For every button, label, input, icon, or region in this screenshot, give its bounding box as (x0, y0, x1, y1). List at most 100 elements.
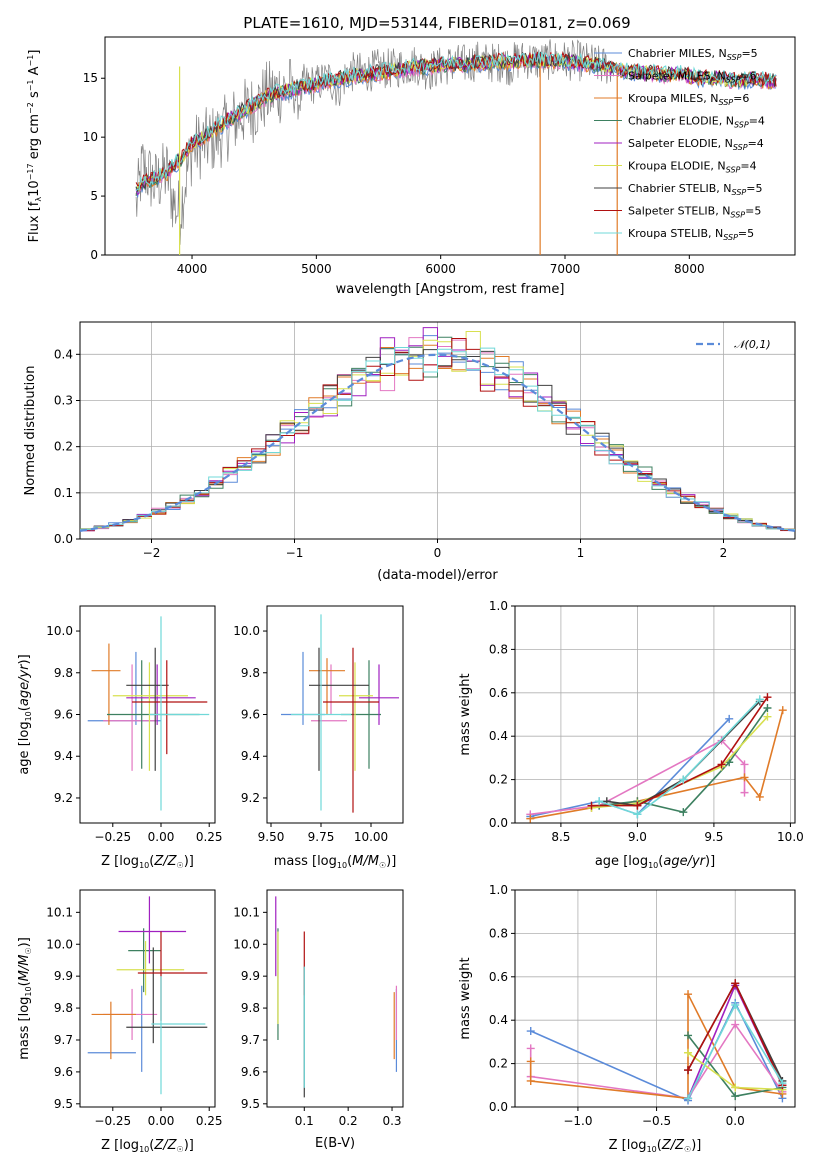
histogram-panel: −2 −1 0 1 2 0.0 0.1 0.2 0.3 0.4 𝒩(0,1) (data-model)… (23, 321, 796, 583)
y-tick-label: 0.2 (54, 440, 73, 454)
weight-marker (633, 801, 642, 810)
subscript: 10 (139, 861, 149, 870)
x-tick-label: −0.25 (94, 1114, 131, 1128)
label-part: )] (705, 854, 715, 869)
plot-frame (79, 889, 216, 1108)
subscript: ☉ (177, 1145, 184, 1154)
weight-marker (740, 773, 749, 782)
x-tick-label: 7000 (550, 262, 581, 276)
label-part: A (27, 66, 42, 79)
weight-marker (731, 1083, 740, 1092)
x-tick-label: 5000 (301, 262, 332, 276)
label-part: M/M (352, 854, 379, 869)
legend-label: Chabrier MILES, NSSP=5 (628, 47, 758, 62)
label-part: age/yr (663, 854, 706, 869)
x-axis-label: age [log10(age/yr)] (595, 854, 715, 870)
y-tick-label: 5 (90, 189, 98, 203)
x-axis-label: (data-model)/error (377, 568, 498, 583)
weight-marker (755, 695, 764, 704)
y-tick-label: 0 (90, 248, 98, 262)
y-tick-label: 9.6 (241, 1065, 260, 1079)
label-part: Chabrier STELIB, N (628, 182, 732, 195)
label-part: )] (17, 937, 32, 947)
weight-marker (731, 1092, 740, 1101)
y-tick-label: 9.6 (54, 1065, 73, 1079)
spectrum-panel: 4000 5000 6000 7000 8000 0 5 10 15 wavelength [An… (26, 36, 796, 297)
errorbar-plot-area (87, 896, 208, 1095)
label-part: ( (347, 854, 352, 869)
y-tick-label: 10.0 (233, 937, 260, 951)
label-part: ( (17, 706, 32, 711)
x-tick-label: 0.25 (196, 1114, 223, 1128)
x-tick-label: 0.00 (148, 830, 175, 844)
mass-vs-Z-panel: −0.25 0.00 0.25 9.5 9.6 9.7 9.8 9.9 10.0 10.1 Z [l… (17, 889, 223, 1154)
subscript: ☉ (24, 947, 33, 954)
subscript: SSP (718, 98, 733, 107)
label-part: Chabrier ELODIE, N (628, 115, 734, 128)
y-tick-label: 9.6 (54, 708, 73, 722)
label-part: )] (17, 654, 32, 664)
legend-label: Chabrier STELIB, NSSP=5 (628, 182, 762, 197)
label-part: )] (184, 854, 194, 869)
weight-marker (763, 693, 772, 702)
plot-frame (266, 889, 404, 1108)
weight-marker (679, 808, 688, 817)
x-tick-label: −1 (286, 546, 304, 560)
label-part: Z [log (101, 854, 139, 869)
weight-marker (763, 703, 772, 712)
weight-marker (684, 1031, 693, 1040)
y-tick-label: 10.1 (46, 905, 73, 919)
label-part: mass [log (274, 854, 337, 869)
y-tick-label: 0.4 (489, 1013, 508, 1027)
plot-frame (79, 321, 796, 540)
x-tick-label: −2 (143, 546, 161, 560)
weight-line (530, 709, 784, 820)
x-axis-label: wavelength [Angstrom, rest frame] (336, 282, 565, 297)
label-part: Z [log (101, 1138, 139, 1153)
y-tick-label: 10.0 (46, 624, 73, 638)
subscript: SSP (734, 121, 749, 130)
y-tick-label: 0.6 (489, 970, 508, 984)
weight-marker (725, 714, 734, 723)
errorbar-plot-area (87, 616, 210, 811)
weight-marker (731, 1020, 740, 1029)
weight-marker (526, 1057, 535, 1066)
histogram-plot-area (80, 327, 795, 532)
label-part: age [log (595, 854, 648, 869)
label-part: =4 (749, 115, 765, 128)
x-tick-label: 10.0 (777, 830, 804, 844)
weight-marker (526, 1076, 535, 1085)
x-axis-label: E(B-V) (315, 1136, 355, 1151)
label-part: =4 (748, 137, 764, 150)
legend-label: Kroupa ELODIE, NSSP=4 (628, 160, 757, 175)
y-tick-label: 9.8 (241, 666, 260, 680)
plot-frame (79, 605, 216, 824)
label-part: =5 (746, 182, 762, 195)
plot-frame (514, 605, 796, 824)
weight-marker (778, 1079, 787, 1088)
mass-vs-EBV-panel: 0.1 0.2 0.3 9.5 9.6 9.7 9.8 9.9 10.0 10.1 E(B-V) (233, 889, 404, 1151)
y-tick-label: 0.4 (54, 347, 73, 361)
y-tick-label: 9.5 (54, 1097, 73, 1111)
label-part: mass [log (17, 997, 32, 1060)
weight-marker (684, 990, 693, 999)
x-tick-label: 0.00 (148, 1114, 175, 1128)
y-tick-label: 10 (83, 130, 98, 144)
x-tick-label: 0.2 (339, 1114, 358, 1128)
label-part: Flux [f (27, 201, 42, 242)
label-part: Salpeter MILES, N (628, 70, 726, 83)
subscript: 10 (24, 986, 33, 996)
x-tick-label: 0.1 (295, 1114, 314, 1128)
y-tick-label: 10.1 (233, 905, 260, 919)
label-part: ( (149, 1138, 154, 1153)
weight-marker (595, 797, 604, 806)
y-tick-label: 9.8 (241, 1001, 260, 1015)
legend-label: Kroupa STELIB, NSSP=5 (628, 227, 754, 242)
subscript: SSP (733, 143, 748, 152)
x-tick-label: 1 (577, 546, 585, 560)
y-tick-label: 9.7 (54, 1033, 73, 1047)
weight-marker (526, 814, 535, 823)
legend-label: Salpeter MILES, NSSP=6 (628, 70, 757, 85)
y-tick-label: 0.8 (489, 926, 508, 940)
label-part: s (27, 91, 42, 102)
